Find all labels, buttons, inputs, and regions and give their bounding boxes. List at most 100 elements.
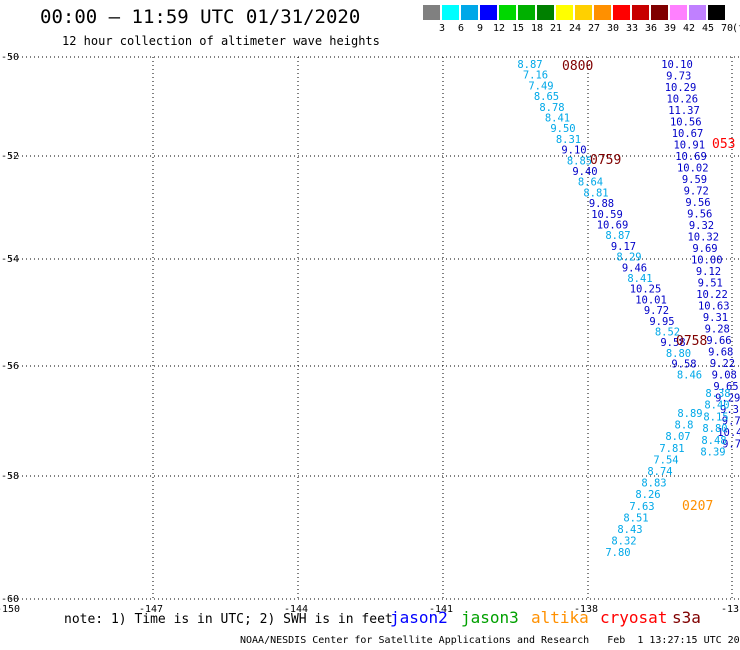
swh-value: 9.95 (649, 316, 674, 328)
swh-value: 8.8 (675, 420, 694, 432)
lon-tick-label: -150 (0, 604, 20, 615)
swh-value: 8.81 (583, 187, 608, 199)
swh-value: 8.31 (556, 134, 581, 146)
lon-tick-label: -13 (721, 604, 739, 615)
swh-value: 9.72 (644, 305, 669, 317)
lat-tick-label: -58 (1, 471, 19, 482)
satellite-name: altika (531, 608, 589, 627)
swh-value: 9.73 (666, 71, 691, 83)
swh-value: 9.68 (708, 347, 733, 359)
swh-value: 10.02 (677, 163, 709, 175)
scale-label: 70 (720, 23, 734, 34)
swh-value: 8.85 (567, 155, 592, 167)
lon-tick-label: -147 (139, 604, 163, 615)
swh-value: 11.37 (668, 105, 700, 117)
scale-swatch (537, 5, 554, 20)
swh-value: 10.56 (670, 117, 702, 129)
scale-swatch (689, 5, 706, 20)
swh-value: 9.31 (703, 312, 728, 324)
swh-value: 7.81 (659, 443, 684, 455)
swh-value: 8.15 (703, 411, 728, 423)
scale-label: 3 (438, 23, 446, 34)
scale-label: 42 (682, 23, 696, 34)
swh-value: 8.39 (700, 447, 725, 459)
scale-swatch (480, 5, 497, 20)
swh-value: 9.08 (712, 370, 737, 382)
swh-value: 9.65 (713, 381, 738, 393)
scale-swatch (518, 5, 535, 20)
swh-value: 10.69 (597, 220, 629, 232)
swh-value: 8.41 (627, 273, 652, 285)
pass-time-label: 0758 (676, 334, 707, 349)
pass-time-label: 0800 (562, 59, 593, 74)
swh-value: 10.91 (673, 140, 705, 152)
scale-swatch (651, 5, 668, 20)
swh-value: 10.29 (665, 82, 697, 94)
swh-value: 9.59 (682, 174, 707, 186)
swh-value: 10.49 (717, 427, 740, 439)
scale-label: 24 (568, 23, 582, 34)
satellite-name: jason2 (390, 608, 448, 627)
swh-value: 8.64 (578, 177, 603, 189)
swh-value: 10.25 (630, 284, 662, 296)
swh-value: 10.63 (698, 301, 730, 313)
swh-value: 9.28 (705, 324, 730, 336)
wave-height-tracks: 8.877.167.498.658.788.419.508.319.108.85… (517, 59, 740, 559)
swh-value: 9.51 (698, 278, 723, 290)
swh-value: 10.22 (696, 289, 728, 301)
scale-label: 6 (457, 23, 465, 34)
swh-value: 8.32 (611, 536, 636, 548)
swh-value: 8.48 (701, 435, 726, 447)
swh-value: 9.50 (550, 123, 575, 135)
scale-swatch (708, 5, 725, 20)
chart-title: 00:00 – 11:59 UTC 01/31/2020 (40, 6, 361, 28)
swh-value: 7.63 (629, 501, 654, 513)
axis-ticks: -150 -147 -144 -141 -138 -13 -50 -52 -54 -56 -58 -6… (0, 52, 739, 615)
scale-swatch (556, 5, 573, 20)
swh-value: 8.80 (666, 348, 691, 360)
swh-value: 8.87 (517, 59, 542, 71)
swh-value: 9.58 (671, 359, 696, 371)
swh-value: 9.78 (722, 439, 740, 451)
swh-value: 9.10 (561, 145, 586, 157)
swh-value: 7.49 (528, 80, 553, 92)
scale-swatch (632, 5, 649, 20)
swh-value: 8.51 (623, 512, 648, 524)
swh-value: 7.80 (605, 547, 630, 559)
swh-value: 10.69 (675, 151, 707, 163)
swh-value: 10.00 (691, 255, 723, 267)
swh-value: 9.88 (589, 198, 614, 210)
pass-time-labels: 0800 0759 0758 053 0207 (562, 59, 735, 514)
swh-value: 8.07 (665, 431, 690, 443)
lat-tick-label: -50 (1, 52, 19, 63)
swh-value: 7.54 (653, 454, 678, 466)
note-text: note: 1) Time is in UTC; 2) SWH is in fe… (64, 612, 393, 627)
pass-time-label: 0759 (590, 153, 621, 168)
lon-tick-label: -144 (284, 604, 308, 615)
swh-value: 9.22 (710, 358, 735, 370)
scale-swatch (594, 5, 611, 20)
swh-value: 10.10 (661, 59, 693, 71)
scale-swatch (575, 5, 592, 20)
swh-value: 8.65 (534, 91, 559, 103)
swh-value: 8.87 (605, 230, 630, 242)
scale-label: 30 (606, 23, 620, 34)
swh-value: 8.78 (539, 102, 564, 114)
scale-swatch (461, 5, 478, 20)
scale-label: 12 (492, 23, 506, 34)
swh-value: 8.74 (647, 466, 672, 478)
scale-label: 15 (511, 23, 525, 34)
satellite-name: jason3 (461, 608, 519, 627)
swh-value: 8.29 (616, 252, 641, 264)
lat-tick-label: -52 (1, 151, 19, 162)
scale-label: 36 (644, 23, 658, 34)
swh-value: 8.80 (702, 423, 727, 435)
swh-value: 9.72 (684, 186, 709, 198)
swh-value: 10.67 (672, 128, 704, 140)
scale-swatch (670, 5, 687, 20)
swh-value: 10.26 (666, 94, 698, 106)
lat-tick-label: -60 (1, 594, 19, 605)
swh-value: 8.40 (704, 400, 729, 412)
pass-time-label: 0207 (682, 499, 713, 514)
swh-value: 8.89 (677, 408, 702, 420)
